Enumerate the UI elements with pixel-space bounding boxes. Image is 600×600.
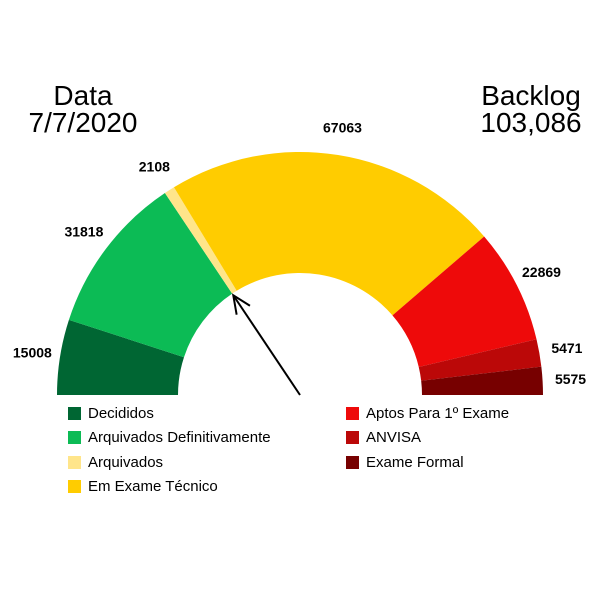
date-value: 7/7/2020 — [28, 107, 138, 138]
value-label-em-exame-tecnico: 67063 — [323, 119, 362, 135]
segment-arquivados-definitivamente — [68, 193, 233, 358]
value-label-aptos-para-1-exame: 22869 — [522, 264, 561, 280]
segment-exame-formal — [421, 366, 543, 395]
legend-label: Exame Formal — [366, 453, 464, 471]
gauge-needle — [231, 293, 301, 396]
legend-label: Decididos — [88, 404, 154, 422]
legend-label: Arquivados — [88, 453, 164, 471]
legend-swatch — [68, 455, 81, 469]
legend-swatch — [68, 406, 81, 420]
legend-item-arquivados-definitivamente: Arquivados Definitivamente — [68, 426, 271, 451]
gauge-segments — [57, 152, 543, 395]
backlog-block: Backlog 103,086 — [476, 80, 586, 138]
legend-left: Decididos Arquivados Definitivamente Arqui… — [68, 401, 271, 499]
segment-aptos-para-1-exame — [392, 236, 537, 368]
legend-swatch — [346, 406, 359, 420]
value-label-anvisa: 5471 — [551, 340, 582, 356]
value-label-exame-formal: 5575 — [555, 371, 586, 387]
legend-item-em-exame-tecnico: Em Exame Técnico — [68, 475, 271, 500]
value-label-arquivados-definitivamente: 31818 — [64, 223, 103, 239]
legend-swatch — [346, 431, 359, 445]
segment-anvisa — [418, 339, 542, 381]
needle-line — [232, 294, 301, 396]
legend-swatch — [68, 480, 81, 494]
legend-label: Em Exame Técnico — [88, 478, 218, 496]
segment-arquivados — [164, 187, 237, 294]
backlog-label: Backlog — [481, 80, 581, 111]
needle-arrowhead — [231, 293, 251, 315]
legend-item-aptos-para-1-exame: Aptos Para 1º Exame — [346, 401, 509, 426]
backlog-value: 103,086 — [480, 107, 582, 138]
legend-item-decididos: Decididos — [68, 401, 271, 426]
legend-right: Aptos Para 1º Exame ANVISA Exame Formal — [346, 401, 509, 475]
legend-label: Arquivados Definitivamente — [88, 429, 271, 447]
value-label-decididos: 15008 — [13, 345, 52, 361]
legend-swatch — [346, 455, 359, 469]
legend-label: Aptos Para 1º Exame — [366, 404, 510, 422]
legend-label: ANVISA — [366, 429, 422, 447]
legend-item-anvisa: ANVISA — [346, 426, 509, 451]
value-label-arquivados: 2108 — [139, 158, 170, 174]
segment-em-exame-tecnico — [173, 152, 485, 316]
date-label: Data — [53, 80, 113, 111]
legend-item-arquivados: Arquivados — [68, 450, 271, 475]
gauge-segment-labels: 15008 31818 2108 67063 22869 5471 5575 — [13, 119, 586, 387]
legend-item-exame-formal: Exame Formal — [346, 450, 509, 475]
date-block: Data 7/7/2020 — [28, 80, 138, 138]
segment-decididos — [57, 319, 184, 395]
legend-swatch — [68, 431, 81, 445]
